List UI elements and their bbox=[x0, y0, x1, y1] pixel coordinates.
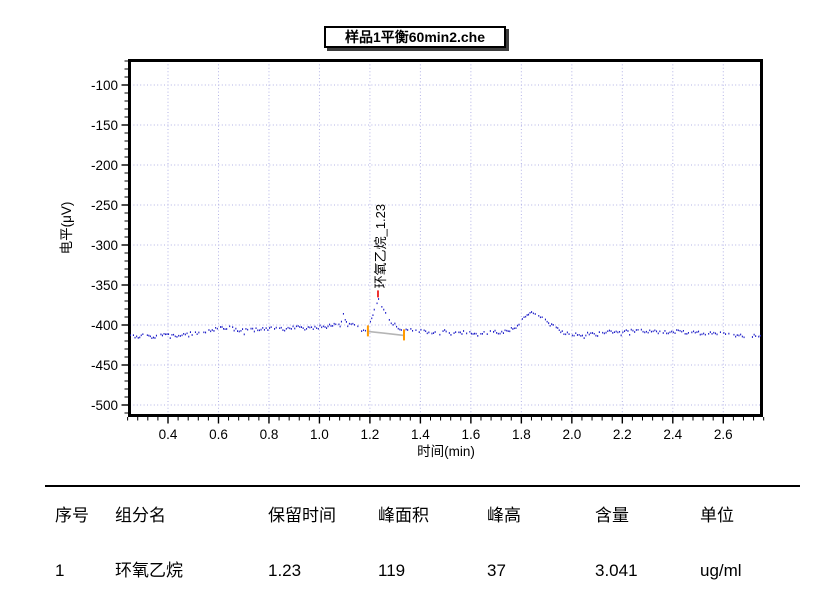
y-tick-label: -300 bbox=[91, 238, 118, 253]
y-tick-label: -200 bbox=[91, 158, 118, 173]
cell-index: 1 bbox=[55, 561, 65, 580]
x-tick-label: 0.6 bbox=[209, 427, 228, 442]
cell-unit: ug/ml bbox=[700, 561, 742, 580]
cell-content: 3.041 bbox=[595, 561, 638, 580]
peak-baseline bbox=[367, 330, 405, 337]
y-tick-label: -250 bbox=[91, 198, 118, 213]
chromatogram-trace bbox=[130, 298, 761, 340]
y-tick-label: -500 bbox=[91, 398, 118, 413]
x-tick-label: 1.8 bbox=[512, 427, 531, 442]
column-header-unit: 单位 bbox=[700, 506, 734, 525]
table-header-row: 序号 组分名 保留时间 峰面积 峰高 含量 单位 bbox=[55, 505, 820, 526]
peak-label: 环氧乙烷_1.23 bbox=[373, 204, 388, 289]
cell-component-name: 环氧乙烷 bbox=[115, 561, 183, 580]
cell-peak-area: 119 bbox=[378, 561, 406, 580]
x-axis-title: 时间(min) bbox=[417, 444, 475, 459]
y-axis-title: 电平(μV) bbox=[59, 202, 74, 255]
column-header-retention-time: 保留时间 bbox=[268, 506, 336, 525]
chart-title: 样品1平衡60min2.che bbox=[344, 29, 486, 45]
x-tick-label: 2.4 bbox=[663, 427, 682, 442]
x-tick-label: 1.2 bbox=[361, 427, 380, 442]
x-tick-label: 2.6 bbox=[714, 427, 733, 442]
column-header-peak-area: 峰面积 bbox=[378, 506, 429, 525]
y-tick-label: -450 bbox=[91, 358, 118, 373]
plot-border bbox=[128, 59, 763, 417]
column-header-peak-height: 峰高 bbox=[487, 506, 521, 525]
y-tick-label: -350 bbox=[91, 278, 118, 293]
chart-title-box: 样品1平衡60min2.che bbox=[324, 26, 506, 48]
x-tick-label: 0.8 bbox=[260, 427, 279, 442]
x-tick-label: 2.2 bbox=[613, 427, 632, 442]
x-tick-label: 1.4 bbox=[411, 427, 430, 442]
cell-retention-time: 1.23 bbox=[268, 561, 302, 580]
x-tick-label: 2.0 bbox=[562, 427, 581, 442]
x-tick-label: 1.6 bbox=[461, 427, 480, 442]
table-divider bbox=[45, 485, 800, 487]
y-tick-label: -100 bbox=[91, 78, 118, 93]
x-tick-label: 1.0 bbox=[310, 427, 329, 442]
y-tick-label: -400 bbox=[91, 318, 118, 333]
column-header-content: 含量 bbox=[595, 506, 629, 525]
cell-peak-height: 37 bbox=[487, 561, 506, 580]
chromatogram-chart: 0.4 0.6 0.8 1.0 1.2 1.4 1.6 1.8 2.0 2.2 2.4 2.6 -100… bbox=[59, 59, 765, 459]
table-row: 1 环氧乙烷 1.23 119 37 3.041 ug/ml bbox=[55, 560, 820, 581]
y-tick-label: -150 bbox=[91, 118, 118, 133]
column-header-component: 组分名 bbox=[115, 506, 166, 525]
column-header-index: 序号 bbox=[55, 506, 89, 525]
x-tick-label: 0.4 bbox=[159, 427, 178, 442]
